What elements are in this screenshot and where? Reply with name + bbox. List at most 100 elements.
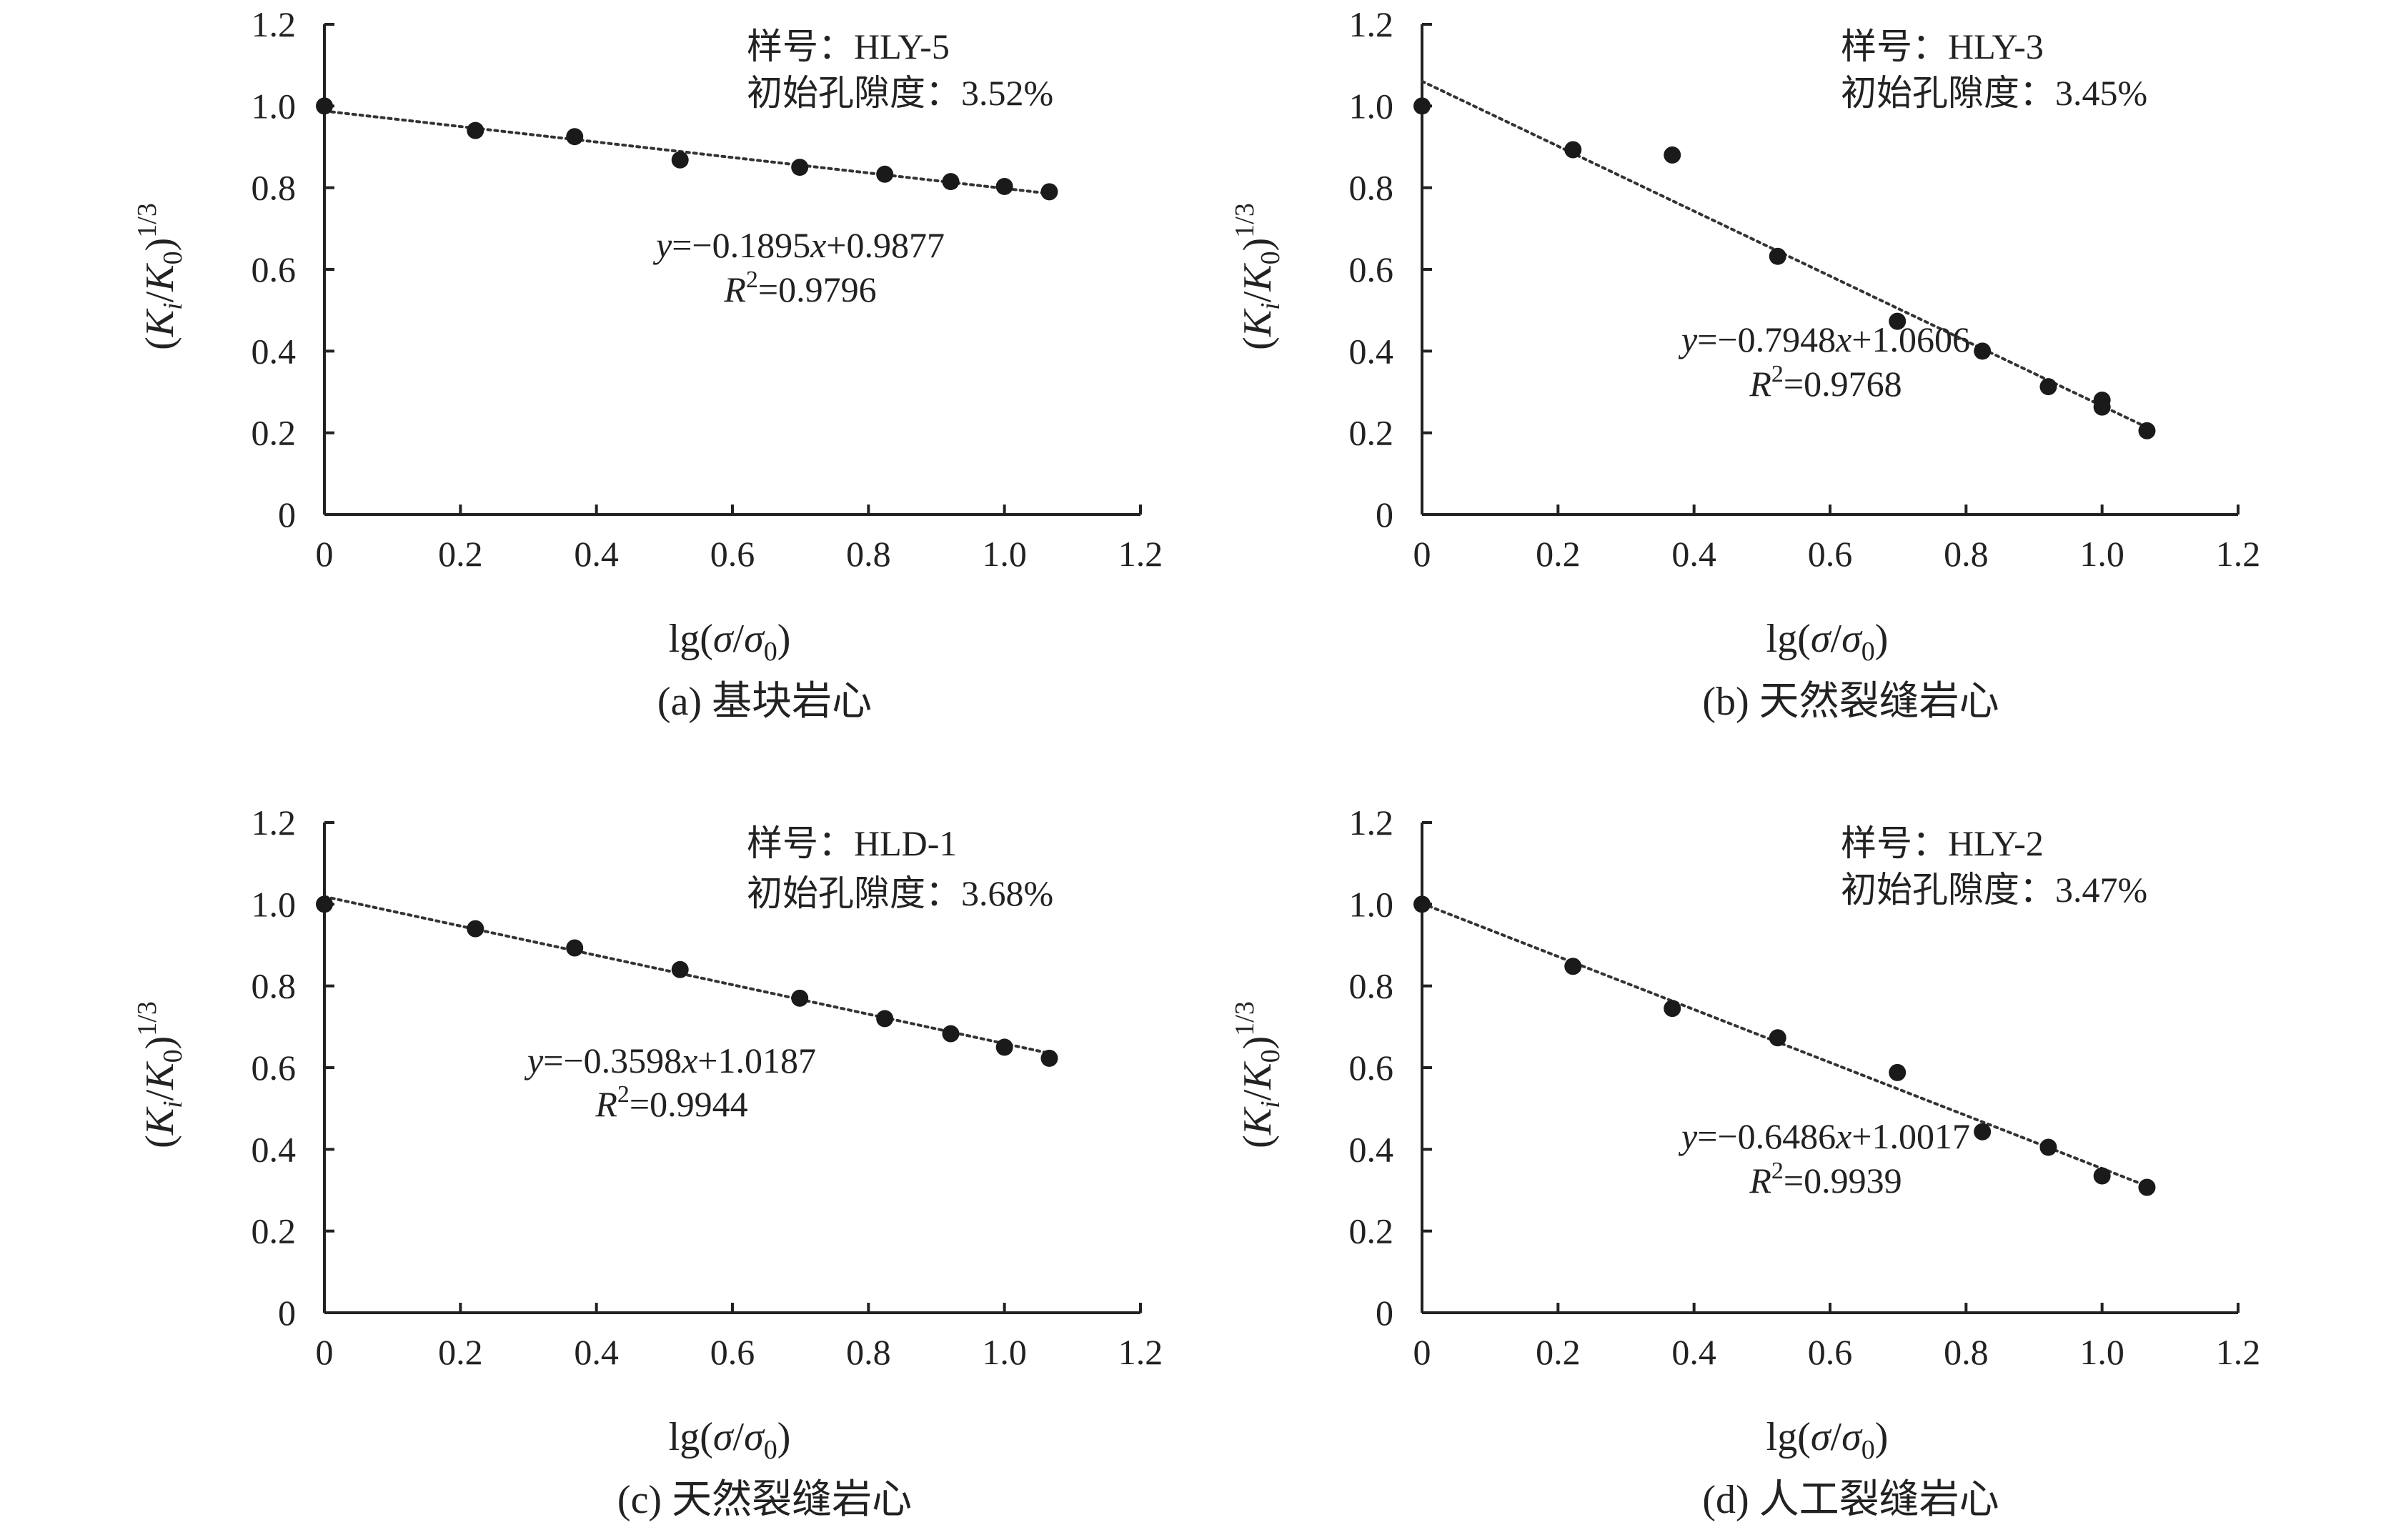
panel-caption: (d) 人工裂缝岩心 — [1702, 1478, 1999, 1522]
data-point — [942, 1025, 960, 1043]
chart-panel-1: 0 0.2 0.4 0.6 0.8 1.0 1.2 0 0.2 0.4 0.6 0.8 1.0 1.2 lg… — [132, 4, 1163, 724]
porosity-label: 初始孔隙度：3.52% — [747, 73, 1053, 113]
fit-equation: y=−0.7948x+1.0606 — [1678, 319, 1970, 359]
x-tick-label: 0 — [316, 1332, 334, 1372]
data-point — [671, 151, 689, 169]
data-point — [995, 177, 1013, 195]
x-axis-title: lg(σ/σ0) — [1766, 1415, 1889, 1465]
sample-label: 样号：HLY-5 — [747, 26, 950, 66]
data-point — [1040, 183, 1058, 201]
panel-caption: (b) 天然裂缝岩心 — [1702, 680, 1999, 724]
y-tick-label: 0.8 — [252, 966, 297, 1006]
data-point — [467, 121, 484, 139]
trend-line — [323, 895, 1051, 1055]
data-point — [1889, 1063, 1907, 1081]
y-tick-label: 0.2 — [252, 413, 297, 453]
trend-line — [323, 109, 1051, 195]
y-tick-label: 1.2 — [1349, 803, 1394, 843]
data-point — [1889, 312, 1907, 330]
y-tick-label: 0.6 — [1349, 1048, 1394, 1088]
x-axis-title: lg(σ/σ0) — [669, 1415, 791, 1465]
x-tick-label: 0 — [316, 534, 334, 574]
y-tick-label: 1.2 — [252, 803, 297, 843]
data-point — [2093, 398, 2111, 416]
x-axis-title: lg(σ/σ0) — [1766, 617, 1889, 667]
y-tick-label: 0 — [1376, 1293, 1393, 1333]
fit-r2: R2=0.9944 — [595, 1081, 747, 1124]
data-point — [791, 989, 809, 1007]
data-point — [1974, 1123, 1992, 1141]
x-tick-label: 0 — [1413, 1332, 1431, 1372]
data-point — [876, 1010, 894, 1028]
x-tick-label: 0.6 — [1808, 534, 1853, 574]
panel-caption: (a) 基块岩心 — [657, 680, 872, 724]
x-tick-label: 0.6 — [710, 534, 755, 574]
y-tick-label: 0 — [1376, 495, 1393, 535]
sample-label: 样号：HLY-3 — [1841, 26, 2044, 66]
data-point — [566, 939, 584, 957]
data-point — [1664, 146, 1681, 164]
data-point — [1040, 1049, 1058, 1067]
x-tick-label: 0.8 — [846, 534, 891, 574]
x-tick-label: 0.4 — [574, 534, 619, 574]
data-point — [2138, 422, 2156, 439]
chart-panel-2: 0 0.2 0.4 0.6 0.8 1.0 1.2 0 0.2 0.4 0.6 0.8 1.0 1.2 lg… — [1230, 4, 2260, 724]
x-tick-label: 1.2 — [1118, 534, 1163, 574]
x-tick-label: 1.2 — [2216, 534, 2261, 574]
data-point — [1769, 247, 1786, 265]
data-point — [671, 960, 689, 978]
x-tick-label: 0.4 — [574, 1332, 619, 1372]
x-tick-label: 0.4 — [1671, 534, 1716, 574]
y-tick-label: 1.2 — [1349, 4, 1394, 44]
chart-panel-4: 0 0.2 0.4 0.6 0.8 1.0 1.2 0 0.2 0.4 0.6 0.8 1.0 1.2 lg… — [1230, 803, 2260, 1522]
data-point — [995, 1038, 1013, 1056]
y-tick-label: 0.6 — [252, 1048, 297, 1088]
x-tick-label: 0.6 — [710, 1332, 755, 1372]
x-tick-label: 1.0 — [2079, 534, 2124, 574]
x-tick-label: 0.4 — [1671, 1332, 1716, 1372]
x-tick-label: 1.0 — [982, 1332, 1027, 1372]
data-point — [2093, 1167, 2111, 1185]
y-axis-title: (Ki/K0)1/3 — [1230, 203, 1286, 350]
data-point — [1769, 1029, 1786, 1047]
x-tick-label: 1.2 — [1118, 1332, 1163, 1372]
y-tick-label: 1.0 — [1349, 86, 1394, 126]
data-point — [566, 128, 584, 146]
data-point — [2039, 1138, 2057, 1156]
y-tick-label: 0 — [278, 1293, 296, 1333]
y-tick-label: 0.4 — [252, 1129, 297, 1169]
x-tick-label: 0 — [1413, 534, 1431, 574]
y-tick-label: 1.0 — [252, 884, 297, 924]
fit-r2: R2=0.9939 — [1749, 1158, 1902, 1201]
y-tick-label: 1.2 — [252, 4, 297, 44]
porosity-label: 初始孔隙度：3.47% — [1841, 870, 2147, 910]
porosity-label: 初始孔隙度：3.68% — [747, 873, 1053, 913]
data-point — [316, 97, 333, 115]
panel-caption: (c) 天然裂缝岩心 — [617, 1478, 912, 1522]
x-tick-label: 0.8 — [1944, 1332, 1989, 1372]
trend-line — [1421, 902, 2149, 1188]
data-point — [2138, 1178, 2156, 1196]
x-tick-label: 0.2 — [1536, 1332, 1581, 1372]
data-point — [1413, 895, 1431, 913]
x-tick-label: 1.0 — [2079, 1332, 2124, 1372]
fit-equation: y=−0.6486x+1.0017 — [1678, 1116, 1970, 1156]
x-tick-label: 0.8 — [1944, 534, 1989, 574]
x-tick-label: 1.0 — [982, 534, 1027, 574]
data-point — [467, 920, 484, 938]
y-axis-title: (Ki/K0)1/3 — [1230, 1001, 1286, 1148]
chart-panel-3: 0 0.2 0.4 0.6 0.8 1.0 1.2 0 0.2 0.4 0.6 0.8 1.0 1.2 lg… — [132, 803, 1163, 1522]
x-tick-label: 1.2 — [2216, 1332, 2261, 1372]
x-axis-title: lg(σ/σ0) — [669, 617, 791, 667]
y-tick-label: 0.8 — [252, 168, 297, 208]
y-tick-label: 0.2 — [1349, 413, 1394, 453]
porosity-label: 初始孔隙度：3.45% — [1841, 73, 2147, 113]
x-tick-label: 0.8 — [846, 1332, 891, 1372]
sample-label: 样号：HLY-2 — [1841, 823, 2044, 863]
x-tick-label: 0.2 — [438, 534, 483, 574]
y-tick-label: 0.2 — [252, 1211, 297, 1251]
data-point — [1974, 342, 1992, 360]
data-point — [942, 173, 960, 191]
data-point — [2039, 378, 2057, 396]
